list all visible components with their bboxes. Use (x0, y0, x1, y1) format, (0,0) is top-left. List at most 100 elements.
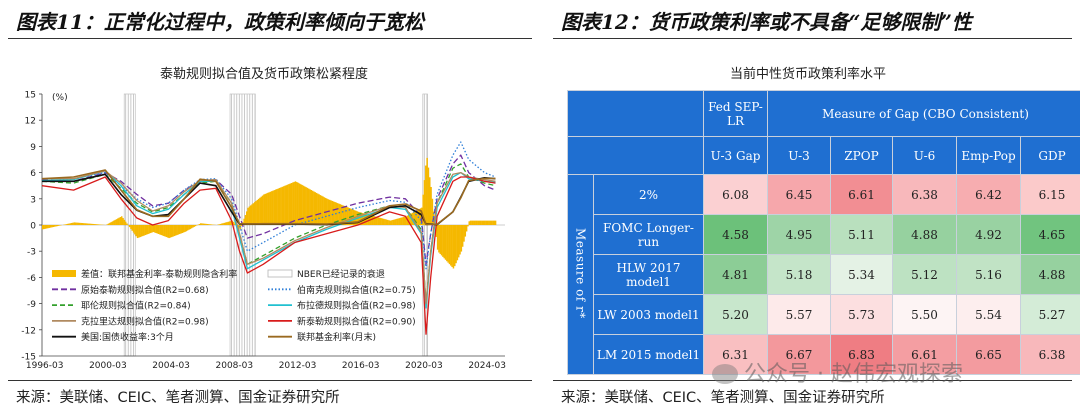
spread-bar (286, 184, 289, 225)
spread-bar (152, 225, 155, 233)
spread-bar (413, 211, 415, 225)
spread-bar (201, 223, 203, 225)
neutral-rate-table: Fed SEP-LR Measure of Gap (CBO Consisten… (567, 90, 1080, 375)
spread-bar (323, 197, 326, 225)
spread-bar (290, 183, 293, 225)
spread-bar (203, 223, 206, 225)
table-cell: 4.88 (892, 214, 957, 255)
y-tick-label: -6 (27, 274, 36, 284)
legend-label: 新泰勒规则拟合值(R2=0.90) (297, 315, 416, 327)
spread-bar (439, 225, 442, 254)
spread-bar (246, 211, 248, 225)
spread-bar (455, 225, 457, 264)
spread-bar (380, 218, 382, 225)
table-cell: 5.57 (767, 294, 831, 335)
spread-bar (218, 224, 220, 225)
spread-bar (373, 216, 376, 225)
spread-bar (86, 223, 89, 225)
spread-bar (296, 182, 298, 225)
spread-bar (274, 189, 277, 225)
x-tick-label: 1996-03 (26, 361, 64, 371)
spread-bar (271, 191, 273, 225)
row-axis-label-text: Measure of r* (573, 227, 588, 319)
spread-bar (109, 222, 111, 225)
table-cell: 4.58 (703, 214, 768, 255)
table-cell: 6.45 (767, 174, 831, 215)
spread-bar (117, 218, 119, 225)
spread-bar (130, 225, 132, 229)
spread-bar (193, 225, 195, 227)
spread-bar (467, 225, 469, 227)
legend-swatch (267, 269, 293, 278)
table-cell: 5.34 (830, 254, 893, 295)
spread-bar (442, 225, 444, 257)
spread-bar (98, 224, 101, 225)
spread-bar (426, 157, 428, 225)
spread-bar (390, 220, 393, 225)
spread-bar (418, 209, 420, 225)
table-cell: 5.54 (956, 294, 1021, 335)
spread-bar (314, 192, 316, 225)
spread-bar (132, 225, 135, 233)
spread-bar (59, 225, 61, 226)
table-cell: 5.11 (830, 214, 893, 255)
spread-bar (292, 182, 294, 225)
right-title-rule (553, 38, 1072, 39)
spread-bar (118, 217, 120, 225)
spread-bar (94, 224, 97, 225)
spread-bar (115, 219, 118, 225)
spread-bar (389, 220, 392, 225)
x-tick-label: 2012-03 (279, 361, 317, 371)
spread-bar (160, 225, 162, 236)
x-tick-label: 2016-03 (342, 361, 380, 371)
spread-bar (156, 225, 159, 234)
table-cell: 5.16 (956, 254, 1021, 295)
spread-bar (293, 181, 295, 225)
spread-bar (247, 207, 249, 225)
spread-bar (80, 222, 82, 225)
legend-label: 美国:国债收益率:3个月 (81, 331, 174, 343)
spread-bar (334, 202, 336, 225)
spread-bar (371, 215, 373, 225)
spread-bar (400, 217, 402, 225)
spread-bar (479, 220, 481, 225)
spread-bar (149, 225, 152, 234)
spread-bar (492, 220, 494, 225)
spread-bar (289, 183, 291, 225)
spread-bar (85, 223, 87, 225)
spread-bar (256, 199, 259, 225)
table-cell: 6.38 (892, 174, 957, 215)
table-cell: 4.65 (1020, 214, 1080, 255)
spread-bar (435, 225, 438, 237)
legend-label: 联邦基金利率(月末) (297, 331, 376, 343)
spread-bar (92, 223, 94, 225)
spread-bar (263, 194, 265, 225)
spread-bar (72, 222, 74, 225)
spread-bar (494, 220, 497, 225)
x-tick-label: 2020-03 (405, 361, 443, 371)
table-row: LM 2015 model1 6.31 6.67 6.83 6.61 6.65 6.38 (568, 334, 1080, 375)
table-cell: 5.18 (767, 254, 831, 295)
spread-bar (428, 177, 431, 225)
spread-bar (469, 220, 472, 225)
y-tick-label: 15 (25, 91, 36, 101)
table-cell: 5.20 (703, 294, 768, 335)
spread-bar (147, 225, 149, 235)
spread-bar (307, 188, 310, 225)
spread-bar (340, 204, 343, 225)
left-chart-title: 泰勒规则拟合值及货币政策松紧程度 (160, 67, 369, 82)
left-source-rule (8, 380, 532, 381)
spread-bar (385, 219, 388, 225)
spread-bar (163, 225, 165, 237)
series-line (41, 176, 496, 335)
spread-bar (393, 219, 395, 225)
spread-bar (322, 196, 324, 225)
spread-bar (327, 199, 330, 225)
spread-bar (457, 225, 460, 258)
left-source: 来源：美联储、CEIC、笔者测算、国金证券研究所 (16, 390, 340, 406)
spread-bar (431, 198, 434, 225)
spread-bar (174, 225, 177, 236)
spread-bar (446, 225, 448, 262)
watermark-text: 公众号 · 赵伟宏观探索 (744, 362, 963, 387)
spread-bar (386, 219, 389, 225)
